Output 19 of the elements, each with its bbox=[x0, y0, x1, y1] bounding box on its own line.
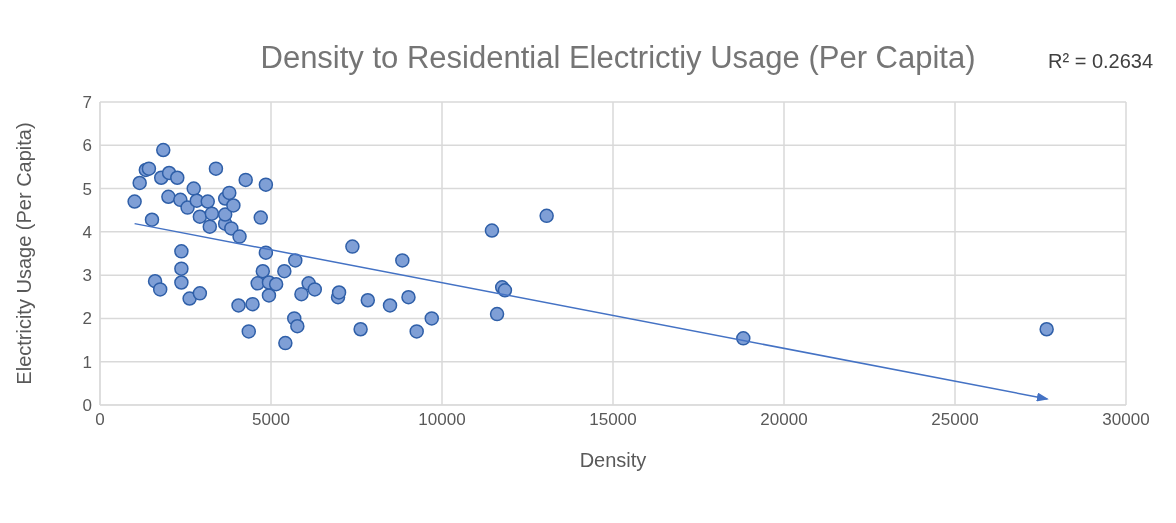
y-tick-label: 0 bbox=[82, 396, 92, 416]
y-tick-label: 7 bbox=[82, 93, 92, 113]
y-tick-label: 6 bbox=[82, 136, 92, 156]
x-axis-title: Density bbox=[579, 449, 647, 471]
x-tick-label: 10000 bbox=[418, 410, 466, 430]
y-tick-label: 5 bbox=[82, 179, 92, 199]
y-tick-label: 1 bbox=[82, 352, 92, 372]
x-tick-label: 25000 bbox=[931, 410, 979, 430]
y-tick-label: 2 bbox=[82, 309, 92, 329]
y-tick-label: 4 bbox=[82, 222, 92, 242]
y-axis-title: Electricity Usage (Per Capita) bbox=[13, 122, 36, 385]
x-tick-label: 30000 bbox=[1102, 410, 1150, 430]
y-tick-label: 3 bbox=[82, 266, 92, 286]
x-tick-label: 5000 bbox=[252, 410, 290, 430]
text: R² = 0.2634 bbox=[1048, 50, 1154, 72]
x-tick-label: 20000 bbox=[760, 410, 808, 430]
x-tick-label: 15000 bbox=[589, 410, 637, 430]
chart-title: Density to Residential Electrictiy Usage (Per Capita) bbox=[260, 40, 976, 75]
x-tick-label: 0 bbox=[95, 410, 105, 430]
